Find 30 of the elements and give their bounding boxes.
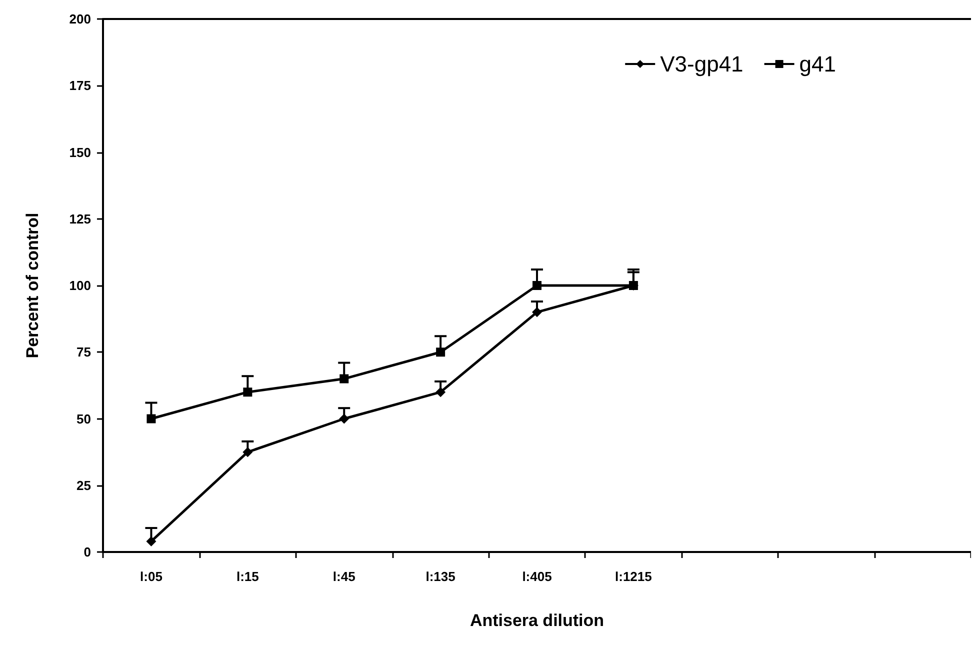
y-tick-label: 175	[69, 78, 91, 94]
x-tick-label: l:45	[332, 569, 356, 584]
point	[146, 536, 156, 546]
x-tick-label: l:1215	[615, 569, 652, 584]
point	[340, 374, 349, 384]
point	[532, 281, 542, 290]
x-tick-label: l:05	[140, 569, 162, 584]
y-tick-label: 25	[76, 478, 91, 493]
point	[146, 414, 156, 424]
point	[339, 414, 350, 424]
x-axis-title: Antisera dilution	[470, 611, 604, 630]
y-tick-label: 75	[76, 344, 91, 360]
y-tick-label: 200	[69, 12, 91, 26]
x-tick-label: l:405	[522, 569, 552, 584]
y-tick-label: 100	[69, 278, 91, 293]
y-tick-label: 125	[69, 211, 91, 226]
y-tick-label: 50	[76, 411, 91, 426]
point	[436, 348, 446, 357]
point	[436, 387, 446, 398]
y-axis-title: Percent of control	[23, 212, 42, 358]
x-tick-label: l:135	[426, 569, 456, 584]
legend-label: V3-gp41	[660, 52, 744, 76]
y-tick-label: 0	[84, 544, 91, 560]
point	[628, 281, 638, 290]
legend-label: g41	[799, 52, 836, 76]
point	[242, 447, 253, 458]
y-tick-label: 150	[69, 144, 91, 160]
point	[243, 388, 252, 397]
point	[532, 307, 542, 318]
x-tick-label: l:15	[236, 569, 259, 584]
